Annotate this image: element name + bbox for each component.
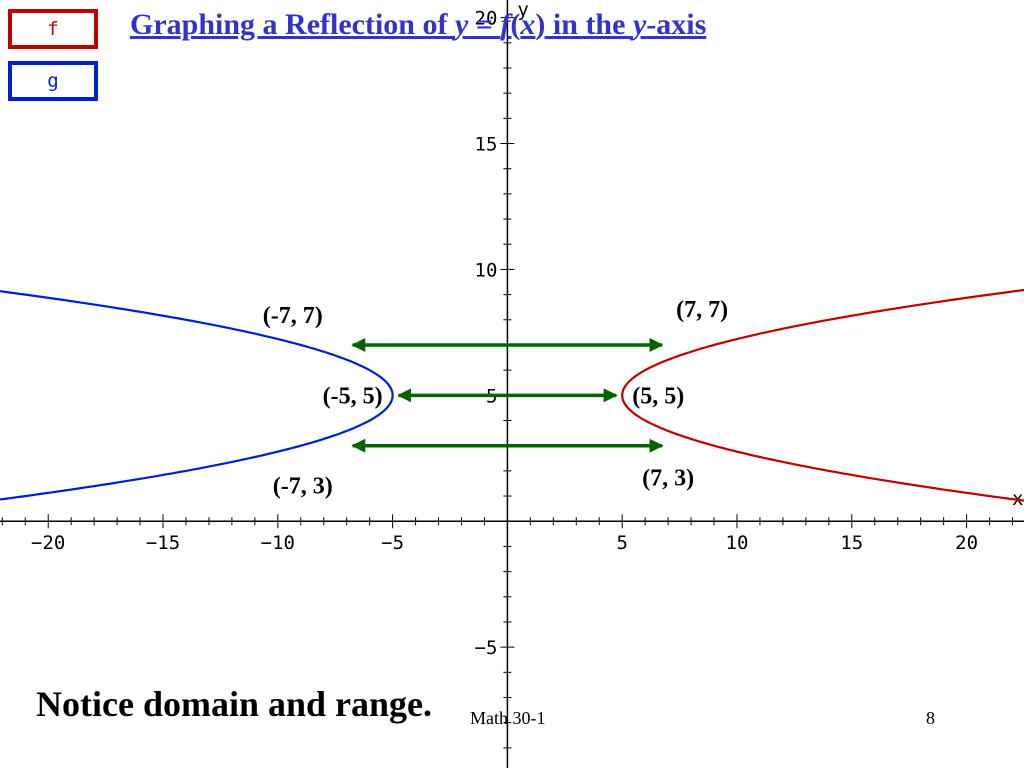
curve-f bbox=[621, 288, 1024, 502]
point-label: (7, 3) bbox=[642, 466, 694, 492]
slide-title: Graphing a Reflection of y = f(x) in the… bbox=[130, 8, 707, 41]
x-tick-label: −10 bbox=[261, 532, 295, 554]
x-tick-label: 10 bbox=[726, 532, 749, 554]
curve-g bbox=[0, 290, 394, 501]
y-tick-label: 20 bbox=[475, 8, 498, 30]
legend-g-label: g bbox=[47, 70, 59, 92]
point-label: (5, 5) bbox=[632, 383, 684, 409]
point-label: (-7, 7) bbox=[263, 303, 323, 329]
y-tick-label: −5 bbox=[475, 637, 498, 659]
y-axis-label: y bbox=[517, 0, 528, 21]
point-label: (-7, 3) bbox=[273, 474, 333, 500]
footer-text: Math 30-1 bbox=[470, 708, 546, 728]
point-label: (7, 7) bbox=[676, 297, 728, 323]
y-tick-label: 10 bbox=[475, 259, 498, 281]
legend-f[interactable]: f bbox=[8, 9, 98, 49]
legend-g[interactable]: g bbox=[8, 61, 98, 101]
x-tick-label: −20 bbox=[31, 532, 65, 554]
point-label: (-5, 5) bbox=[323, 383, 383, 409]
page-number: 8 bbox=[926, 708, 935, 728]
y-tick-label: 15 bbox=[475, 134, 498, 156]
x-tick-label: 20 bbox=[955, 532, 978, 554]
legend-f-label: f bbox=[47, 18, 59, 40]
x-tick-label: 15 bbox=[840, 532, 863, 554]
x-tick-label: 5 bbox=[616, 532, 627, 554]
x-tick-label: −15 bbox=[146, 532, 180, 554]
notice-text: Notice domain and range. bbox=[36, 684, 432, 724]
x-tick-label: −5 bbox=[381, 532, 404, 554]
